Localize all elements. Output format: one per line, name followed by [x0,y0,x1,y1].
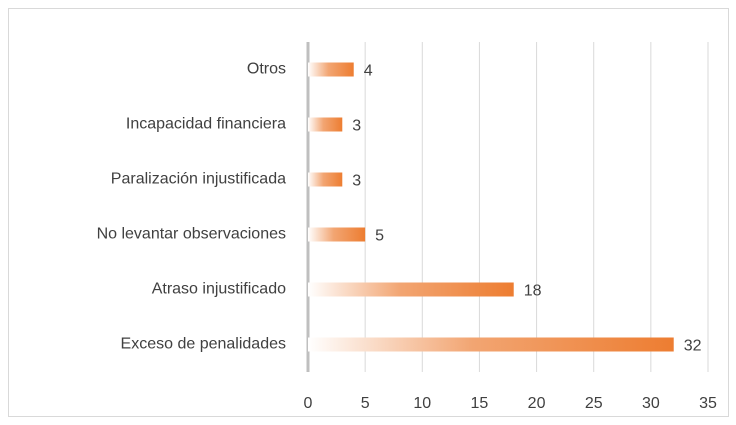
x-tick-label: 25 [585,395,603,412]
x-tick-label: 20 [528,395,546,412]
y-tick-label: No levantar observaciones [97,226,286,243]
bar [308,227,366,242]
x-tick-label: 30 [642,395,660,412]
y-tick-label: Otros [247,61,286,78]
bar [308,117,343,132]
data-label: 3 [352,118,361,135]
x-tick-label: 5 [361,395,370,412]
bar [308,62,354,77]
x-tick-label: 0 [304,395,313,412]
data-label: 5 [375,228,384,245]
data-label: 3 [352,173,361,190]
x-tick-label: 10 [413,395,431,412]
data-label: 4 [364,63,373,80]
data-label: 18 [524,283,542,300]
y-tick-label: Incapacidad financiera [126,116,286,133]
data-label: 32 [684,338,702,355]
y-tick-label: Paralización injustificada [111,171,286,188]
bar [308,337,674,352]
y-tick-label: Exceso de penalidades [121,336,286,353]
bar [308,172,343,187]
bar [308,282,514,297]
y-tick-label: Atraso injustificado [152,281,286,298]
x-tick-label: 35 [699,395,717,412]
x-tick-label: 15 [471,395,489,412]
